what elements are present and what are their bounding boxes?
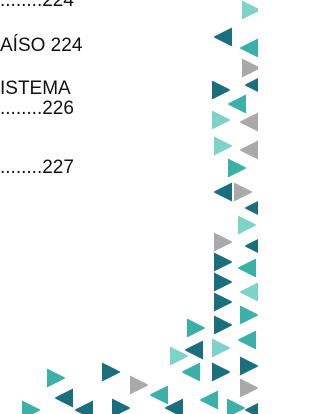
deco-triangle — [238, 331, 256, 350]
deco-triangle — [55, 389, 73, 408]
deco-triangle — [214, 273, 232, 292]
deco-triangle — [212, 339, 230, 358]
deco-triangle — [242, 1, 258, 20]
deco-triangle — [238, 259, 256, 278]
deco-triangle — [214, 137, 232, 156]
deco-triangle — [240, 39, 258, 58]
deco-triangle — [212, 363, 230, 382]
deco-triangle — [200, 391, 218, 410]
deco-triangle — [214, 183, 232, 202]
deco-triangle — [242, 59, 258, 78]
deco-triangle — [185, 341, 203, 360]
deco-triangle — [214, 28, 232, 47]
deco-triangle — [240, 283, 258, 302]
deco-triangle — [214, 293, 232, 312]
deco-triangle — [228, 95, 246, 114]
deco-triangle — [22, 401, 40, 414]
deco-triangle — [245, 76, 258, 95]
deco-triangle — [75, 401, 93, 414]
deco-triangle — [245, 199, 258, 218]
deco-triangle — [102, 363, 120, 382]
deco-triangle — [187, 319, 205, 338]
deco-triangle — [240, 357, 258, 376]
deco-triangle — [214, 253, 232, 272]
deco-triangle — [182, 363, 200, 382]
deco-triangle — [214, 233, 232, 252]
deco-triangle — [130, 376, 148, 395]
deco-triangle — [240, 113, 258, 132]
deco-triangle — [212, 81, 230, 100]
deco-triangle — [170, 347, 188, 366]
deco-triangle — [245, 237, 258, 256]
deco-triangle — [228, 159, 246, 178]
deco-triangle — [227, 399, 245, 414]
deco-triangle — [245, 401, 258, 414]
decoration — [0, 0, 258, 414]
deco-triangle — [240, 306, 258, 325]
deco-triangle — [240, 141, 258, 160]
deco-triangle — [112, 399, 130, 414]
page: {"toc": {"lines": ["........224", "AÍSO … — [0, 0, 258, 414]
deco-triangle — [47, 369, 65, 388]
deco-triangle — [214, 316, 232, 335]
deco-triangle — [150, 386, 168, 405]
deco-triangle — [240, 379, 258, 398]
deco-triangle — [238, 216, 256, 235]
deco-triangle — [212, 111, 230, 130]
deco-triangle — [234, 183, 252, 202]
